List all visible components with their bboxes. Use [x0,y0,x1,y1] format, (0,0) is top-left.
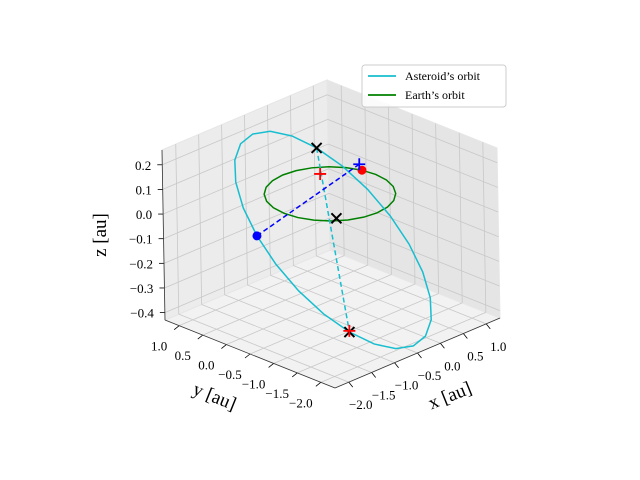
x-axis-line [334,317,501,389]
x-tick [440,343,445,349]
grid-line [312,85,317,256]
grid-line [221,124,225,295]
grid-line [327,94,498,164]
grid-line [458,132,463,303]
y-axis-label: y [au] [190,379,239,415]
grid-line [273,293,439,364]
grid-line [164,242,331,313]
grid-line [329,217,500,287]
plus-marker [343,324,356,337]
y-axis-line [164,319,336,389]
grid-line [179,255,345,327]
grid-line [482,142,487,313]
grid-line [164,217,330,289]
legend-label: Asteroid’s orbit [405,69,481,83]
y-tick [244,353,251,359]
y-tick-label: 1.0 [151,339,167,354]
y-tick [315,382,322,387]
grid-line [327,119,498,188]
x-tick-label: −2.0 [349,397,373,412]
y-tick-label: −2.0 [289,395,313,410]
x-tick-label: −1.5 [372,387,396,402]
y-tick [197,334,204,340]
x-tick [417,352,422,359]
grid-line [249,283,416,355]
x-tick-label: −0.5 [418,368,442,383]
y-tick [291,372,298,378]
y-tick-label: −1.0 [242,376,266,391]
z-tick-label: −0.2 [129,256,153,271]
legend-box [361,64,507,108]
x-tick-label: 0.5 [467,349,483,364]
point-marker [252,231,262,241]
x-tick [394,362,399,368]
legend-label: Earth’s orbit [405,88,465,102]
y-tick-label: −1.5 [265,386,289,401]
y-tick [221,344,227,349]
grid-line [297,302,463,374]
grid-line [329,242,501,311]
grid-line [162,94,328,166]
z-tick-label: −0.1 [129,232,153,247]
y-tick-label: −0.5 [218,367,242,382]
x-tick [485,323,491,330]
z-axis-line [161,149,166,321]
x-marker [330,212,343,225]
grid-line [364,95,369,266]
grid-line [289,95,294,266]
grid-line [226,274,392,345]
dashed-line [315,147,351,333]
grid-line [328,192,500,262]
orbit-line [263,166,397,222]
x-tick [371,372,376,378]
x-axis-label: x [au] [425,378,474,414]
x-tick-label: −1.0 [395,378,419,393]
grid-line [267,105,271,276]
y-tick-label: 0.5 [175,348,191,363]
grid-line [244,114,248,286]
z-tick-label: 0.2 [135,158,151,173]
y-tick-label: 0.0 [198,358,214,373]
grid-line [163,192,330,264]
legend: Asteroid’s orbit Earth’s orbit [361,64,507,108]
grid-line [162,119,328,190]
z-axis-label: z [au] [90,213,111,257]
y-tick [268,363,274,368]
x-tick [463,333,468,339]
z-tick-label: 0.1 [135,182,151,197]
x-marker [310,142,323,154]
grid-line [435,123,440,294]
plus-marker [314,167,327,180]
grid-line [175,144,180,315]
plus-marker [353,158,366,171]
grid-line [198,134,203,305]
z-tick-label: 0.0 [136,207,152,222]
z-tick-label: −0.4 [130,306,154,321]
grid-line [162,143,329,215]
plot: −2.0−1.5−1.0−0.50.00.51.01.00.50.0−0.5−1… [90,130,506,415]
z-tick-label: −0.3 [130,281,154,296]
grid-line [163,168,329,240]
x-tick-label: 0.0 [444,358,460,373]
grid-line [387,104,392,275]
panes [157,79,502,389]
grid-line [340,85,345,256]
y-tick [173,325,180,330]
x-tick-label: 1.0 [490,339,506,354]
grid-line [327,143,499,213]
x-tick [348,381,354,388]
dashed-line [256,163,360,237]
